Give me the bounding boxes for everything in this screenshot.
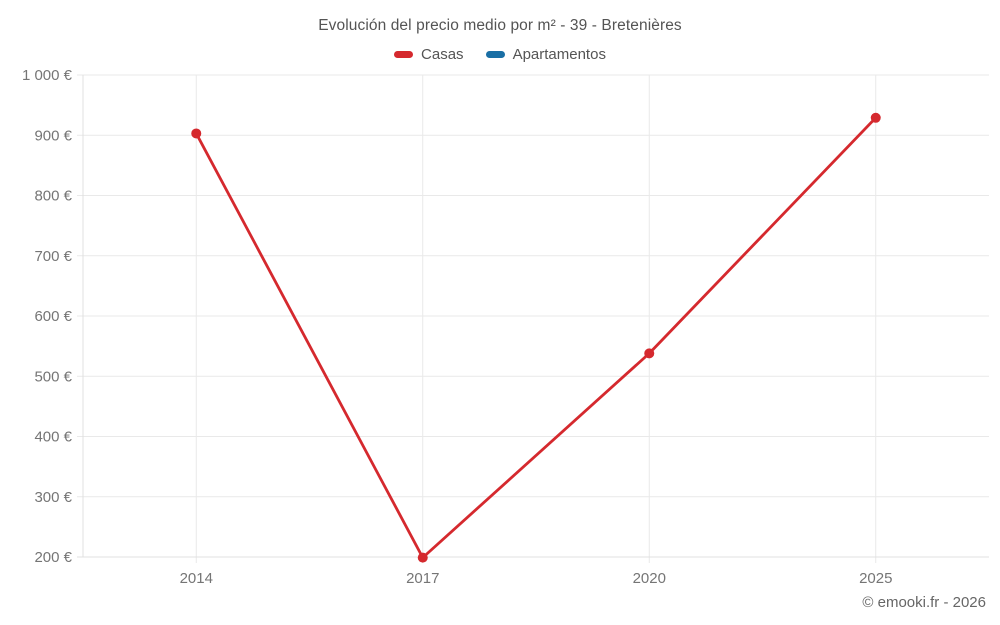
legend-label-casas: Casas [421,46,464,63]
copyright-text: © emooki.fr - 2026 [862,594,986,611]
series-line-casas [194,116,878,560]
data-point-casas[interactable] [644,348,655,359]
legend-item-casas[interactable]: Casas [394,46,464,63]
y-tick-label: 700 € [34,248,72,265]
legend-swatch-casas [394,51,414,58]
y-tick-label: 1 000 € [22,67,73,84]
data-point-casas[interactable] [870,112,881,123]
y-tick-label: 500 € [34,368,72,385]
x-tick-label: 2020 [633,570,666,587]
data-point-casas[interactable] [191,128,202,139]
legend-item-apartamentos[interactable]: Apartamentos [485,46,606,63]
y-tick-label: 300 € [34,489,72,506]
y-tick-label: 200 € [34,549,72,566]
x-tick-label: 2014 [180,570,213,587]
legend-swatch-apartamentos [485,51,505,58]
legend: Casas Apartamentos [0,46,1000,63]
data-point-casas[interactable] [417,552,428,563]
y-tick-label: 600 € [34,308,72,325]
x-tick-label: 2025 [859,570,892,587]
y-tick-label: 900 € [34,127,72,144]
chart-title: Evolución del precio medio por m² - 39 -… [318,17,682,34]
y-tick-label: 800 € [34,188,72,205]
x-tick-label: 2017 [406,570,439,587]
legend-label-apartamentos: Apartamentos [512,46,606,63]
y-tick-label: 400 € [34,429,72,446]
